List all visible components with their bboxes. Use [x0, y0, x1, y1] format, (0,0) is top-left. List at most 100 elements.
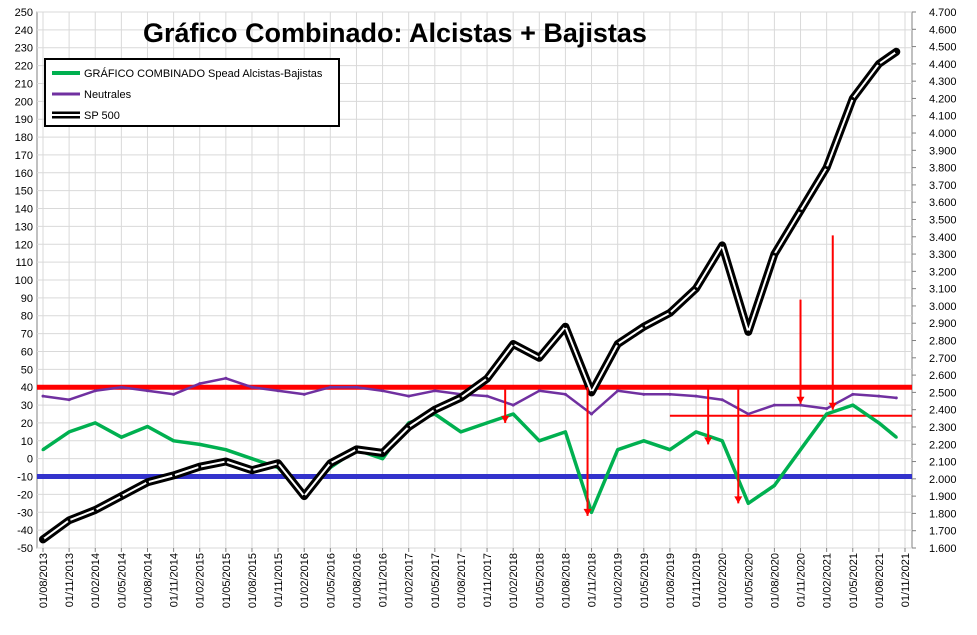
- left-tick-label: 150: [15, 186, 33, 198]
- x-tick-label: 01/11/2016: [378, 553, 390, 607]
- legend-label-neutrales: Neutrales: [84, 89, 132, 101]
- data-point: [328, 461, 332, 465]
- x-tick-label: 01/02/2020: [717, 553, 729, 608]
- data-point: [694, 287, 698, 291]
- left-axis: 2502402302202102001901801701601501401301…: [15, 7, 33, 555]
- data-point: [250, 385, 254, 389]
- legend-box: [44, 58, 340, 127]
- data-point: [276, 389, 280, 393]
- left-tick-label: 120: [15, 239, 33, 251]
- right-tick-label: 3.500: [929, 214, 957, 226]
- x-tick-label: 01/11/2015: [273, 553, 285, 607]
- data-point: [145, 425, 149, 429]
- x-tick-label: 01/08/2021: [874, 553, 886, 608]
- x-tick-label: 01/05/2021: [848, 553, 860, 608]
- data-point: [224, 448, 228, 452]
- data-point: [537, 356, 541, 360]
- right-tick-label: 3.700: [929, 180, 957, 192]
- data-point: [459, 430, 463, 434]
- left-tick-label: -40: [17, 525, 33, 537]
- left-tick-label: 140: [15, 204, 33, 216]
- gridlines: [37, 11, 912, 549]
- right-tick-label: 4.300: [929, 76, 957, 88]
- data-point: [224, 460, 228, 464]
- data-point: [302, 392, 306, 396]
- right-tick-label: 3.800: [929, 163, 957, 175]
- data-point: [172, 392, 176, 396]
- x-tick-label: 01/11/2014: [169, 553, 181, 607]
- right-tick-label: 3.200: [929, 266, 957, 278]
- data-point: [67, 430, 71, 434]
- x-tick-label: 01/05/2019: [639, 553, 651, 608]
- left-tick-label: 200: [15, 96, 33, 108]
- right-tick-label: 2.900: [929, 318, 957, 330]
- data-point: [407, 425, 411, 429]
- data-point: [302, 494, 306, 498]
- right-tick-label: 3.600: [929, 197, 957, 209]
- data-point: [198, 442, 202, 446]
- x-tick-label: 01/02/2015: [195, 553, 207, 608]
- data-point: [563, 430, 567, 434]
- data-point: [642, 392, 646, 396]
- data-point: [381, 451, 385, 455]
- left-tick-label: 60: [21, 346, 33, 358]
- right-tick-label: 3.900: [929, 145, 957, 157]
- event-arrow-2018b-head: [583, 508, 592, 516]
- right-tick-label: 3.300: [929, 249, 957, 261]
- data-point: [894, 50, 898, 54]
- data-point: [746, 501, 750, 505]
- data-point: [276, 461, 280, 465]
- data-point: [877, 394, 881, 398]
- data-point: [590, 390, 594, 394]
- right-tick-label: 1.800: [929, 508, 957, 520]
- right-tick-label: 2.200: [929, 439, 957, 451]
- x-tick-label: 01/11/2018: [587, 553, 599, 607]
- legend: GRÁFICO COMBINADO Spead Alcistas-Bajista…: [44, 58, 340, 127]
- data-point: [642, 439, 646, 443]
- data-point: [172, 439, 176, 443]
- left-tick-label: 0: [27, 454, 33, 466]
- right-tick-label: 2.300: [929, 422, 957, 434]
- x-tick-label: 01/05/2018: [534, 553, 546, 608]
- data-point: [694, 394, 698, 398]
- data-point: [511, 412, 515, 416]
- data-point: [772, 483, 776, 487]
- data-point: [459, 396, 463, 400]
- data-point: [41, 448, 45, 452]
- data-point: [746, 330, 750, 334]
- data-point: [694, 430, 698, 434]
- data-point: [172, 473, 176, 477]
- data-point: [616, 448, 620, 452]
- x-tick-label: 01/08/2015: [247, 553, 259, 608]
- right-tick-label: 2.600: [929, 370, 957, 382]
- data-point: [799, 403, 803, 407]
- data-point: [407, 394, 411, 398]
- x-tick-label: 01/02/2017: [404, 553, 416, 608]
- event-arrow-2020a-head: [704, 437, 713, 445]
- data-point: [198, 465, 202, 469]
- right-tick-label: 2.700: [929, 353, 957, 365]
- data-point: [825, 166, 829, 170]
- right-tick-label: 3.000: [929, 301, 957, 313]
- event-arrow-2018a-head: [501, 415, 510, 423]
- data-point: [354, 447, 358, 451]
- left-tick-label: 230: [15, 43, 33, 55]
- data-point: [93, 421, 97, 425]
- right-axis: 4.700 4.600 4.500 4.400 4.300 4.200 4.100 4.000…: [912, 7, 957, 555]
- x-tick-label: 01/05/2014: [116, 553, 128, 608]
- data-point: [354, 385, 358, 389]
- right-tick-label: 3.100: [929, 284, 957, 296]
- left-tick-label: 70: [21, 329, 33, 341]
- x-tick-label: 01/02/2014: [90, 553, 102, 608]
- data-point: [642, 325, 646, 329]
- x-tick-label: 01/11/2020: [796, 553, 808, 607]
- left-tick-label: 80: [21, 311, 33, 323]
- left-tick-label: 210: [15, 78, 33, 90]
- data-point: [145, 389, 149, 393]
- data-point: [537, 439, 541, 443]
- left-tick-label: -20: [17, 489, 33, 501]
- data-point: [250, 468, 254, 472]
- data-point: [67, 398, 71, 402]
